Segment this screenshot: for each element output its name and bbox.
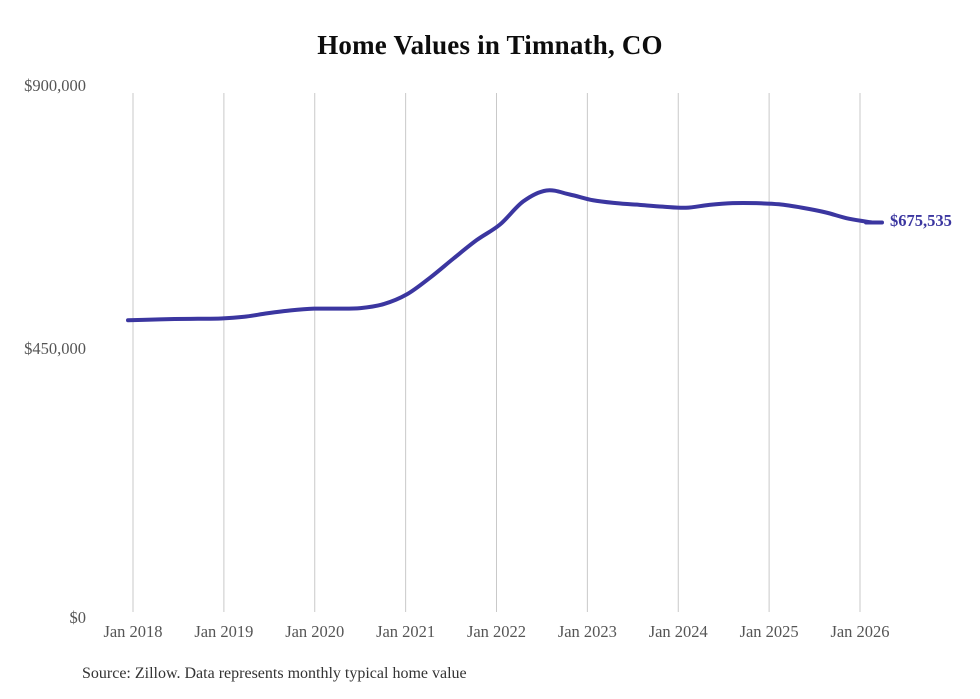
x-axis-tick-jan-2022: Jan 2022: [466, 622, 527, 641]
y-axis-tick-450000: $450,000: [24, 339, 86, 358]
data-series-group: [126, 188, 874, 323]
x-axis-tick-jan-2020: Jan 2020: [285, 622, 345, 641]
x-axis-tick-jan-2026: Jan 2026: [830, 622, 890, 641]
x-axis-tick-jan-2025: Jan 2025: [739, 622, 799, 641]
chart-title: Home Values in Timnath, CO: [317, 30, 663, 60]
y-axis-tick-900000: $900,000: [24, 76, 86, 95]
source-note: Source: Zillow. Data represents monthly …: [82, 665, 467, 682]
series-line-typical-home-value: [126, 188, 874, 323]
gridlines-group: [132, 93, 861, 612]
x-axis-tick-jan-2024: Jan 2024: [648, 622, 708, 641]
y-axis-tick-0: $0: [69, 608, 87, 627]
end-value-label: $675,535: [890, 211, 952, 231]
x-axis-tick-jan-2019: Jan 2019: [194, 622, 254, 641]
x-axis-tick-jan-2021: Jan 2021: [376, 622, 436, 641]
x-axis-tick-jan-2018: Jan 2018: [103, 622, 163, 641]
x-axis-tick-jan-2023: Jan 2023: [557, 622, 617, 641]
